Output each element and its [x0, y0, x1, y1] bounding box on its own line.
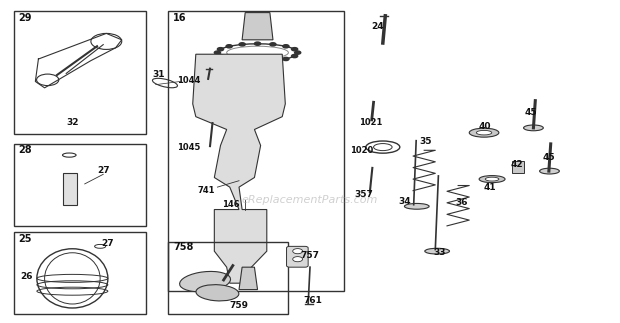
- Text: 45: 45: [525, 108, 538, 117]
- Text: 35: 35: [420, 138, 432, 147]
- Ellipse shape: [196, 285, 239, 301]
- Text: 34: 34: [398, 197, 411, 206]
- Circle shape: [254, 42, 260, 45]
- Text: eReplacementParts.com: eReplacementParts.com: [242, 195, 378, 205]
- Text: 45: 45: [542, 153, 556, 162]
- Bar: [168, 242, 288, 314]
- Circle shape: [239, 59, 246, 63]
- Text: 741: 741: [198, 186, 215, 195]
- Text: 146: 146: [223, 200, 240, 209]
- Bar: [14, 11, 146, 134]
- Text: 32: 32: [66, 118, 79, 127]
- Ellipse shape: [479, 176, 505, 182]
- Circle shape: [291, 55, 298, 58]
- Text: 357: 357: [355, 190, 373, 199]
- Bar: [168, 11, 344, 291]
- Circle shape: [270, 59, 276, 63]
- Text: 1045: 1045: [177, 143, 201, 152]
- Bar: [513, 161, 523, 173]
- Text: 1020: 1020: [350, 146, 373, 155]
- Ellipse shape: [539, 168, 559, 174]
- Text: 29: 29: [19, 13, 32, 23]
- FancyBboxPatch shape: [286, 246, 308, 267]
- Circle shape: [254, 60, 260, 63]
- Text: 27: 27: [97, 166, 110, 175]
- Text: 761: 761: [304, 296, 322, 305]
- Circle shape: [283, 45, 289, 48]
- Circle shape: [294, 51, 301, 54]
- Circle shape: [239, 43, 246, 46]
- Text: 16: 16: [173, 13, 187, 23]
- Text: 31: 31: [153, 70, 165, 79]
- Bar: [63, 173, 77, 205]
- Text: 758: 758: [173, 242, 193, 252]
- Text: 41: 41: [484, 183, 497, 192]
- Ellipse shape: [469, 128, 499, 137]
- Text: 27: 27: [102, 239, 114, 248]
- Circle shape: [218, 47, 224, 51]
- Text: 757: 757: [301, 251, 320, 260]
- Circle shape: [226, 45, 232, 48]
- Text: 26: 26: [20, 272, 32, 281]
- Circle shape: [283, 57, 289, 61]
- Polygon shape: [242, 13, 273, 40]
- Text: 1021: 1021: [360, 118, 383, 127]
- Bar: [14, 232, 146, 314]
- Circle shape: [291, 47, 298, 51]
- Ellipse shape: [180, 271, 231, 292]
- Text: 1044: 1044: [177, 76, 201, 85]
- Circle shape: [270, 43, 276, 46]
- Polygon shape: [239, 267, 257, 290]
- Bar: [14, 144, 146, 225]
- Circle shape: [226, 57, 232, 61]
- Circle shape: [218, 55, 224, 58]
- Text: 40: 40: [479, 122, 491, 131]
- Text: 24: 24: [372, 22, 384, 31]
- Circle shape: [215, 51, 221, 54]
- Ellipse shape: [523, 125, 543, 131]
- Ellipse shape: [404, 203, 429, 209]
- Ellipse shape: [476, 130, 492, 135]
- Ellipse shape: [425, 248, 450, 254]
- Text: 36: 36: [455, 198, 467, 207]
- Polygon shape: [193, 54, 285, 283]
- Text: 28: 28: [19, 145, 32, 155]
- Circle shape: [293, 256, 303, 262]
- Text: 759: 759: [230, 301, 249, 310]
- Text: 33: 33: [433, 248, 446, 257]
- Ellipse shape: [485, 177, 499, 181]
- Text: 42: 42: [511, 160, 523, 169]
- Circle shape: [293, 249, 303, 254]
- Text: 25: 25: [19, 234, 32, 244]
